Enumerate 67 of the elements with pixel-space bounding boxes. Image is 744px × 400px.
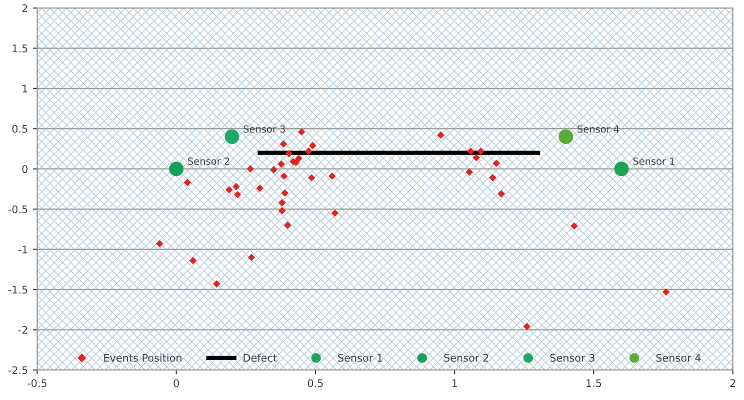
legend-label: Defect	[244, 354, 277, 362]
y-tick-label: -2	[18, 326, 28, 334]
point	[169, 162, 184, 176]
text: Sensor 3	[244, 125, 285, 133]
point	[295, 154, 302, 162]
point	[278, 199, 286, 206]
y-tick-label: 1	[22, 84, 28, 92]
y-tick-label: 2	[22, 4, 28, 12]
y-tick-label: -2.5	[8, 366, 28, 374]
point	[308, 174, 316, 182]
point	[285, 150, 293, 158]
y-tick-label: -0.5	[8, 205, 28, 214]
point	[280, 172, 288, 180]
y-tick-label: -1	[18, 246, 28, 254]
point	[256, 184, 264, 192]
point	[184, 178, 192, 186]
point	[234, 190, 242, 198]
point	[278, 207, 286, 214]
point	[156, 240, 164, 248]
point	[492, 160, 500, 167]
point	[280, 140, 288, 148]
point	[246, 165, 254, 173]
x-tick-label: 1	[452, 379, 457, 387]
y-tick-label: 1.5	[12, 44, 28, 52]
point	[558, 129, 574, 144]
legend-label: Sensor 3	[550, 354, 594, 362]
point	[248, 254, 256, 262]
text: Sensor 4	[578, 125, 620, 133]
point	[489, 174, 496, 182]
x-tick-label: 0.5	[308, 379, 323, 388]
point	[331, 209, 339, 217]
point	[226, 186, 233, 194]
point	[309, 142, 316, 150]
point	[467, 148, 474, 155]
legend-label: Sensor 1	[338, 354, 382, 362]
point	[298, 128, 306, 136]
point	[224, 129, 240, 144]
y-tick-label: 0.5	[12, 124, 28, 133]
x-tick-label: 2	[730, 379, 736, 387]
point	[477, 148, 484, 155]
x-tick-label: -0.5	[28, 379, 46, 388]
y-tick-label: 0	[22, 165, 28, 173]
legend-label: Sensor 2	[444, 354, 488, 362]
point	[436, 131, 444, 139]
point	[304, 148, 312, 155]
point	[328, 172, 336, 180]
point	[189, 256, 197, 264]
point	[662, 288, 670, 296]
y-tick-label: -1.5	[8, 286, 28, 294]
point	[270, 166, 278, 174]
legend-label: Events Position	[104, 354, 182, 362]
x-tick-label: 0	[174, 379, 179, 388]
point	[498, 190, 506, 198]
point	[523, 322, 531, 330]
point	[466, 168, 474, 176]
point	[614, 162, 629, 176]
point	[278, 160, 285, 168]
point	[232, 182, 240, 190]
point	[570, 222, 578, 230]
point	[281, 189, 289, 197]
point	[284, 222, 292, 229]
legend-label: Sensor 4	[656, 354, 701, 362]
text: Sensor 1	[633, 158, 674, 165]
point	[472, 154, 480, 162]
point	[213, 280, 220, 288]
x-tick-label: 1.5	[586, 379, 602, 388]
text: Sensor 2	[188, 158, 230, 165]
